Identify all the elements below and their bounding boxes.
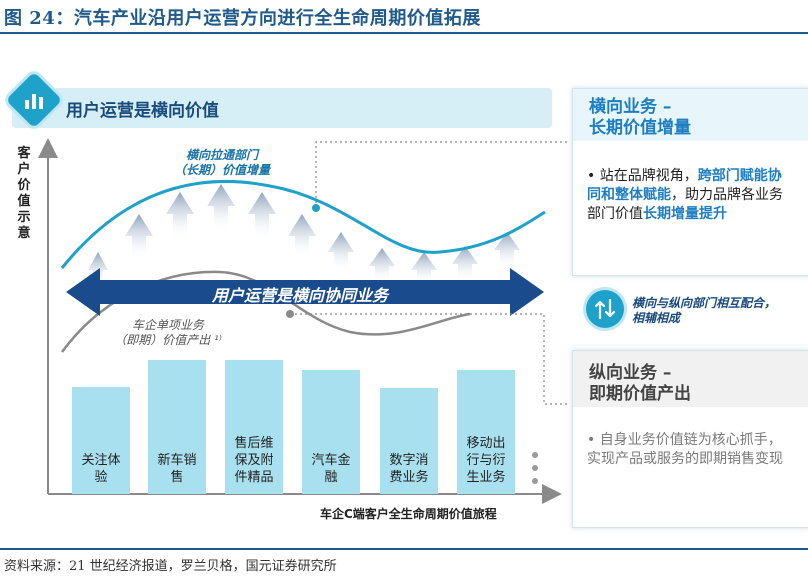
business-bar-label: 数字消 费业务 [389, 453, 429, 485]
figure-title: 图 24：汽车产业沿用户运营方向进行全生命周期价值拓展 [4, 8, 481, 29]
business-bar-2: 新车销 售 [148, 360, 206, 494]
business-bar-3: 售后维 保及附 件精品 [225, 360, 283, 494]
coordination-note-line2: 相辅相成 [632, 311, 681, 325]
short-term-label-line1: 车企单项业务 [131, 318, 204, 332]
value-growth-arrows [88, 184, 520, 285]
long-term-value-curve [60, 179, 546, 269]
long-term-label-line1: 横向拉通部门 [185, 148, 258, 162]
connector-top-dot [312, 204, 320, 212]
horizontal-synergy-arrow [66, 268, 544, 316]
source-note: 资料来源：21 世纪经济报道，罗兰贝格，国元证券研究所 [4, 559, 337, 574]
long-term-label-line2: （长期）价值增量 [173, 163, 270, 177]
bullet: • [587, 168, 600, 184]
connector-top [315, 141, 568, 208]
more-businesses-ellipsis [532, 452, 538, 491]
vertical-card-body: • 自身业务价值链为核心抓手，实现产品或服务的即期销售变现 [587, 431, 787, 469]
coordination-note: 横向与纵向部门相互配合， 相辅相成 [632, 296, 776, 326]
y-axis-label: 客户价值示意 [17, 146, 31, 241]
horizontal-body-part1: 站在品牌视角， [599, 168, 698, 184]
horizontal-card-body: • 站在品牌视角，跨部门赋能协同和整体赋能，助力品牌各业务部门价值长期增量提升 [587, 167, 787, 224]
connector-bottom-dot [286, 310, 294, 318]
horizontal-card-title-line2: 长期价值增量 [589, 118, 691, 138]
x-axis-label: 车企C端客户全生命周期价值旅程 [320, 507, 497, 521]
vertical-card-title-line1: 纵向业务 – [589, 363, 672, 383]
vertical-business-card: 纵向业务 – 即期价值产出 • 自身业务价值链为核心抓手，实现产品或服务的即期销… [572, 350, 808, 528]
vertical-body-text: 自身业务价值链为核心抓手，实现产品或服务的即期销售变现 [587, 432, 783, 467]
coordination-note-line1: 横向与纵向部门相互配合， [632, 296, 777, 310]
short-term-label-line2: （即期）价值产出 ¹⁾ [114, 333, 222, 347]
horizontal-body-part2: ，助力品牌各业务部门价值 [587, 187, 783, 222]
business-bar-5: 数字消 费业务 [380, 388, 438, 494]
connector-bottom [290, 313, 568, 405]
up-down-arrows-icon [586, 290, 624, 328]
card-header [573, 89, 808, 141]
business-bar-label: 移动出 行与衍 生业务 [466, 436, 506, 485]
title-divider [0, 32, 808, 34]
business-bar-label: 新车销 售 [157, 453, 197, 485]
business-bar-label: 关注体 验 [81, 453, 121, 485]
vertical-card-title: 纵向业务 – 即期价值产出 [589, 363, 691, 405]
business-bar-label: 售后维 保及附 件精品 [234, 436, 274, 485]
horizontal-card-title: 横向业务 – 长期价值增量 [589, 97, 691, 139]
card-header [573, 351, 808, 407]
business-bar-1: 关注体 验 [72, 387, 130, 494]
banner-title: 用户运营是横向价值 [66, 101, 219, 121]
horizontal-card-title-line1: 横向业务 – [589, 97, 672, 117]
long-term-curve-label: 横向拉通部门 （长期）价值增量 [152, 148, 292, 178]
bar-chart-icon [25, 94, 43, 109]
banner [12, 88, 552, 128]
short-term-curve-label: 车企单项业务 （即期）价值产出 ¹⁾ [88, 318, 248, 348]
business-bar-label: 汽车金 融 [311, 453, 351, 485]
bullet: • [587, 432, 600, 448]
vertical-card-title-line2: 即期价值产出 [589, 384, 691, 404]
synergy-arrow-label: 用户运营是横向协同业务 [211, 286, 388, 305]
horizontal-body-highlight1: 跨部门赋能协同和整体赋能 [587, 168, 782, 203]
horizontal-body-highlight2: 长期增量提升 [643, 206, 727, 222]
footer-divider [0, 548, 808, 550]
business-bar-4: 汽车金 融 [302, 370, 360, 494]
horizontal-business-card: 横向业务 – 长期价值增量 • 站在品牌视角，跨部门赋能协同和整体赋能，助力品牌… [572, 88, 808, 276]
business-bar-6: 移动出 行与衍 生业务 [457, 370, 515, 494]
